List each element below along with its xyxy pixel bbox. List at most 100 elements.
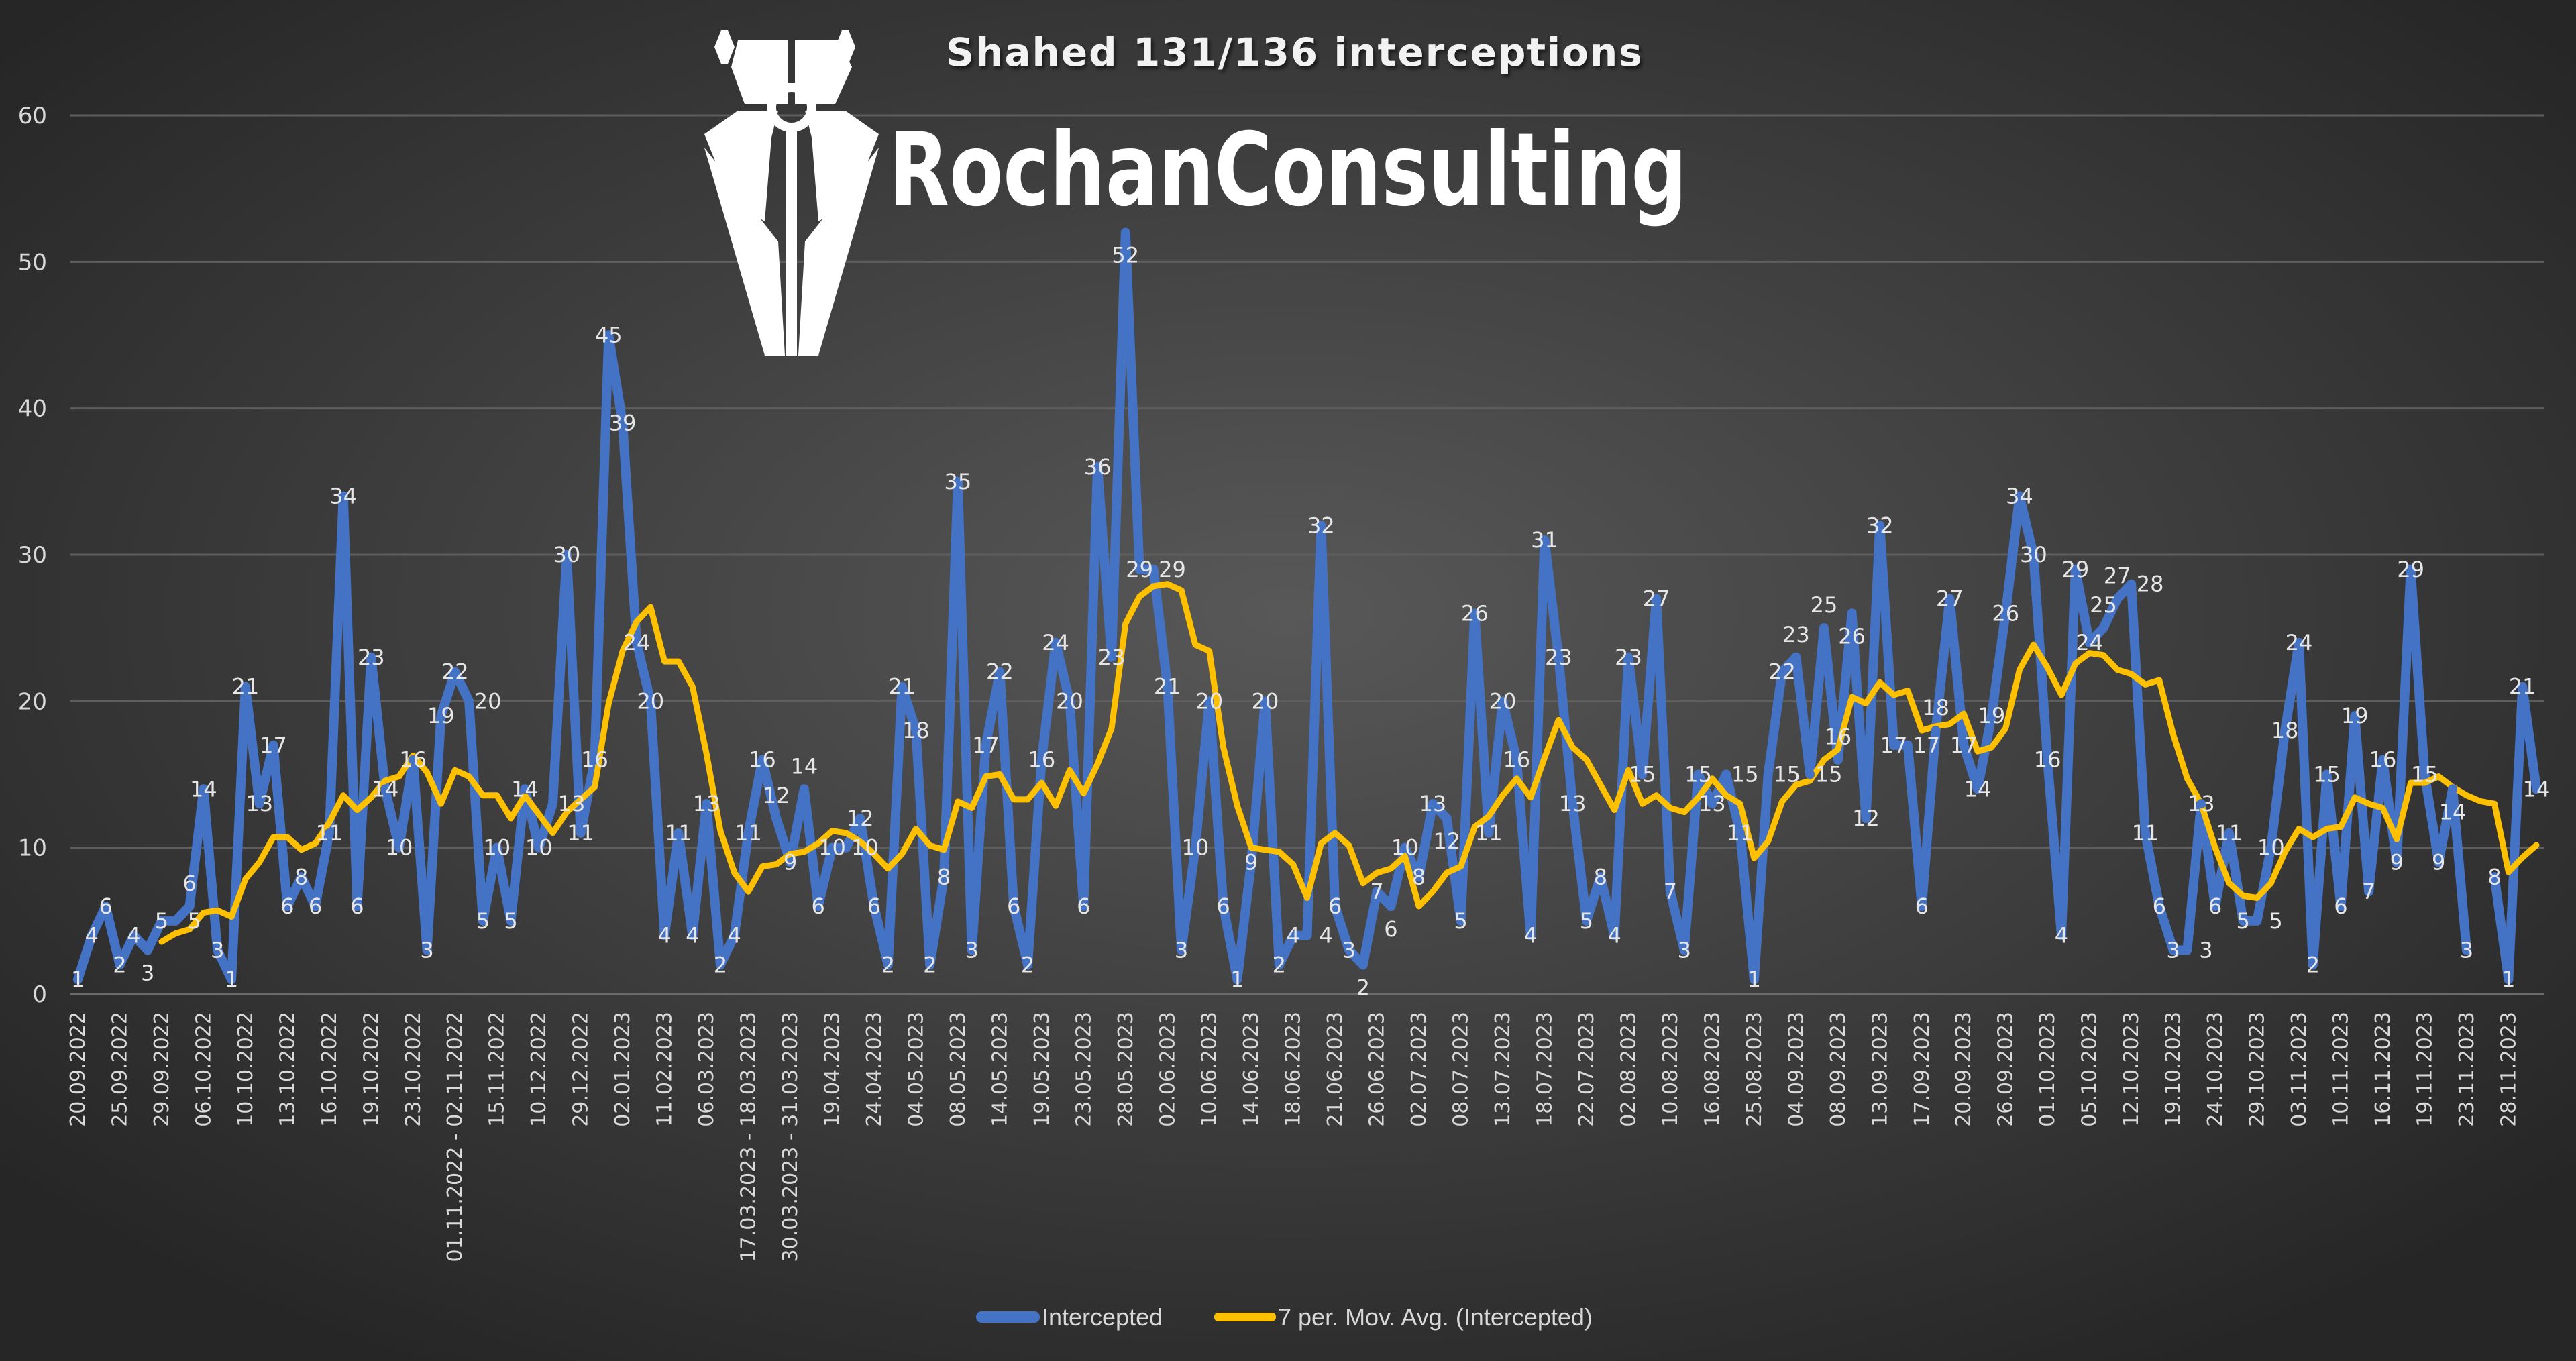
data-label: 2 [923, 952, 936, 977]
data-label: 2 [1273, 952, 1286, 977]
data-point [981, 740, 991, 750]
data-point [1260, 696, 1271, 706]
x-tick-label: 02.06.2023 [1156, 1012, 1179, 1127]
data-label: 2 [714, 952, 727, 977]
data-point [1735, 828, 1746, 838]
data-label: 16 [1503, 747, 1530, 773]
data-point [2406, 564, 2416, 574]
legend-swatch-moving-average [1214, 1313, 1276, 1321]
data-point [827, 842, 837, 853]
data-label: 11 [1727, 820, 1754, 846]
data-point [436, 711, 446, 721]
data-point [1525, 930, 1536, 940]
data-point [702, 799, 712, 809]
data-point [73, 975, 83, 985]
x-tick-label: 15.11.2022 [486, 1012, 509, 1127]
data-label: 8 [1412, 864, 1426, 889]
data-point [1358, 960, 1368, 970]
x-tick-label: 06.03.2023 [695, 1012, 718, 1127]
data-point [227, 975, 237, 985]
legend-item-intercepted[interactable]: Intercepted [976, 1303, 1163, 1331]
data-label: 30 [553, 542, 580, 567]
data-label: 11 [567, 820, 594, 846]
data-label: 34 [329, 484, 357, 509]
data-label: 14 [790, 753, 818, 779]
data-point [2392, 857, 2402, 867]
data-label: 16 [2369, 747, 2397, 773]
x-tick-label: 24.04.2023 [863, 1012, 886, 1127]
data-label: 10 [483, 835, 511, 861]
data-point [925, 960, 935, 970]
x-tick-label: 14.05.2023 [988, 1012, 1012, 1127]
data-label: 5 [2237, 908, 2250, 934]
data-point [2294, 638, 2304, 647]
data-label: 5 [188, 908, 201, 934]
data-point [2336, 902, 2346, 911]
x-tick-label: 28.05.2023 [1114, 1012, 1138, 1127]
data-label: 5 [1580, 908, 1593, 934]
data-label: 15 [2411, 762, 2438, 787]
data-label: 4 [1607, 923, 1621, 948]
data-point [1568, 799, 1578, 809]
data-label: 7 [1370, 879, 1383, 904]
x-tick-label: 16.11.2023 [2371, 1012, 2395, 1127]
data-label: 3 [211, 938, 224, 963]
data-label: 6 [867, 893, 881, 919]
data-label: 10 [1182, 835, 1210, 861]
legend-item-moving-average[interactable]: 7 per. Mov. Avg. (Intercepted) [1214, 1303, 1593, 1331]
data-point [1498, 696, 1508, 706]
pen-nib-logo-icon [704, 30, 879, 356]
data-label: 22 [1768, 659, 1796, 685]
data-point [1177, 945, 1187, 955]
x-tick-label: 20.09.2022 [66, 1012, 90, 1127]
data-point [2377, 755, 2387, 765]
data-point [813, 902, 823, 911]
data-point [659, 930, 669, 940]
data-point [1302, 930, 1312, 940]
x-tick-label: 18.07.2023 [1534, 1012, 1557, 1127]
data-label: 24 [2076, 630, 2103, 655]
data-label: 3 [1678, 938, 1691, 963]
data-label: 20 [1195, 688, 1223, 714]
data-label: 3 [420, 938, 433, 963]
data-point [2154, 902, 2164, 911]
x-tick-label: 11.02.2023 [653, 1012, 677, 1127]
data-point [213, 945, 223, 955]
data-point [464, 696, 474, 706]
x-tick-label: 04.09.2023 [1784, 1012, 1808, 1127]
data-label: 1 [225, 967, 238, 992]
data-label: 29 [2061, 557, 2089, 582]
data-label: 14 [511, 776, 539, 802]
data-point [2518, 682, 2528, 692]
data-label: 4 [657, 923, 671, 948]
data-point [170, 916, 180, 926]
data-point [184, 902, 195, 911]
data-label: 4 [127, 923, 140, 948]
data-label: 22 [986, 659, 1014, 685]
data-point [2532, 784, 2541, 794]
logo: RochanConsulting [704, 30, 1687, 356]
data-label: 17 [1913, 732, 1941, 758]
data-label: 9 [2432, 850, 2445, 875]
data-point [1330, 902, 1340, 911]
data-point [492, 842, 502, 853]
series-line-moving-average [158, 581, 2540, 945]
data-label: 6 [2334, 893, 2347, 919]
data-label: 16 [749, 747, 776, 773]
y-tick-label: 20 [18, 688, 47, 715]
data-point [939, 872, 949, 882]
data-point [297, 872, 307, 882]
data-label: 3 [2166, 938, 2180, 963]
x-tick-label: 25.09.2022 [108, 1012, 131, 1127]
data-label: 24 [623, 630, 651, 655]
x-tick-label: 10.12.2022 [527, 1012, 551, 1127]
data-label: 20 [474, 688, 502, 714]
x-tick-label: 21.06.2023 [1324, 1012, 1347, 1127]
data-point [757, 755, 767, 765]
data-label: 6 [309, 893, 322, 919]
x-tick-label: 13.09.2023 [1868, 1012, 1892, 1127]
data-point [2112, 594, 2123, 604]
x-tick-label: 13.10.2022 [276, 1012, 299, 1127]
